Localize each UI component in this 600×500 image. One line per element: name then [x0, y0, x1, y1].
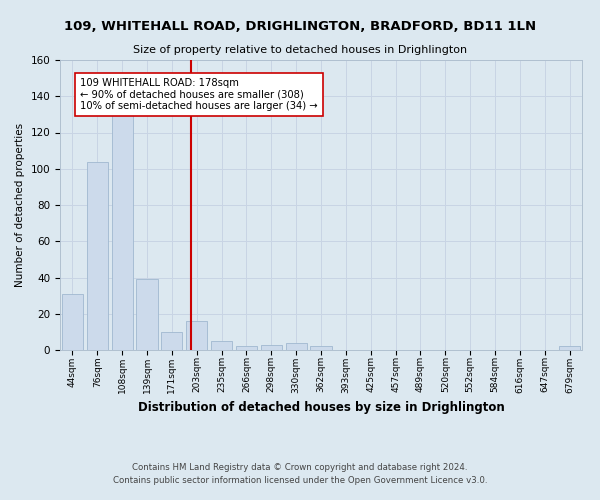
Text: Contains HM Land Registry data © Crown copyright and database right 2024.
Contai: Contains HM Land Registry data © Crown c…	[113, 464, 487, 485]
Text: Size of property relative to detached houses in Drighlington: Size of property relative to detached ho…	[133, 45, 467, 55]
Text: 109 WHITEHALL ROAD: 178sqm
← 90% of detached houses are smaller (308)
10% of sem: 109 WHITEHALL ROAD: 178sqm ← 90% of deta…	[80, 78, 317, 112]
Bar	[161, 332, 182, 350]
Bar	[559, 346, 580, 350]
Bar	[261, 344, 282, 350]
Bar	[310, 346, 332, 350]
Text: 109, WHITEHALL ROAD, DRIGHLINGTON, BRADFORD, BD11 1LN: 109, WHITEHALL ROAD, DRIGHLINGTON, BRADF…	[64, 20, 536, 33]
Bar	[236, 346, 257, 350]
Bar	[62, 294, 83, 350]
Bar	[112, 112, 133, 350]
Bar	[286, 343, 307, 350]
Y-axis label: Number of detached properties: Number of detached properties	[15, 123, 25, 287]
Bar	[211, 341, 232, 350]
Bar	[87, 162, 108, 350]
Bar	[186, 321, 207, 350]
Bar	[136, 280, 158, 350]
X-axis label: Distribution of detached houses by size in Drighlington: Distribution of detached houses by size …	[137, 401, 505, 414]
